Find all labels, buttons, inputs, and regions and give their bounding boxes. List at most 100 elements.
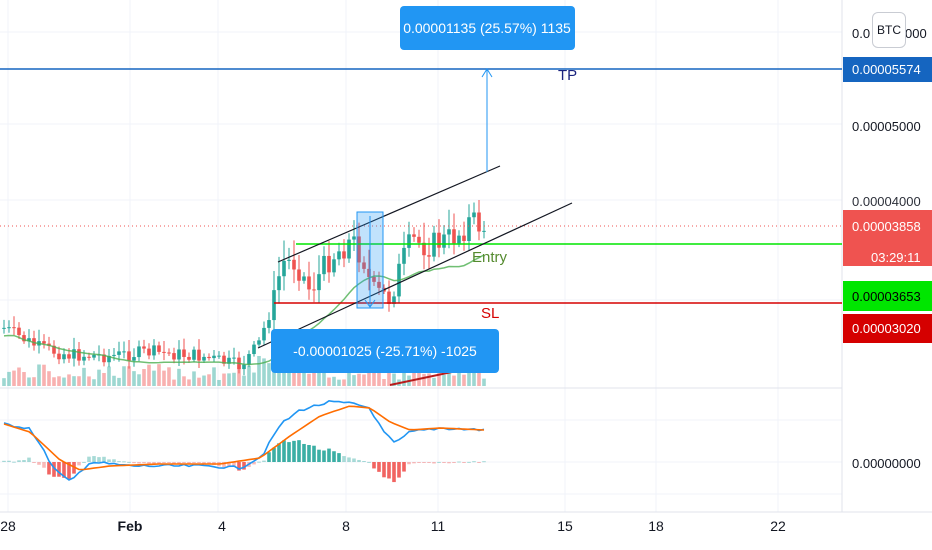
candle-body — [112, 354, 116, 356]
macd-histogram-bar — [357, 459, 361, 462]
candle-body — [287, 259, 291, 261]
macd-histogram-bar — [2, 460, 6, 462]
volume-bar — [307, 373, 311, 386]
macd-histogram-bar — [267, 452, 271, 462]
macd-histogram-bar — [402, 462, 406, 472]
candle-body — [17, 327, 21, 336]
candle-body — [457, 235, 461, 244]
tp-price-tag-text: 0.00005574 — [852, 62, 921, 77]
candle-body — [247, 354, 251, 365]
volume-bar — [327, 377, 331, 386]
macd-histogram-bar — [197, 462, 201, 463]
volume-bar — [422, 373, 426, 386]
candle-body — [297, 269, 301, 281]
volume-bar — [147, 364, 151, 386]
volume-bar — [447, 370, 451, 386]
volume-bar — [212, 367, 216, 386]
volume-bar — [337, 379, 341, 386]
volume-bar — [97, 369, 101, 386]
macd-histogram-bar — [207, 462, 211, 464]
candle-body — [67, 354, 71, 359]
volume-bar — [382, 379, 386, 386]
candle-body — [127, 351, 131, 361]
sl-price-tag-text: 0.00003020 — [852, 321, 921, 336]
macd-histogram-bar — [337, 453, 341, 462]
macd-histogram-bar — [432, 462, 436, 464]
macd-histogram-bar — [167, 462, 171, 463]
candle-body — [387, 291, 391, 304]
volume-bar — [117, 377, 121, 386]
macd-histogram-bar — [397, 462, 401, 478]
macd-histogram-bar — [227, 462, 231, 466]
volume-bar — [207, 374, 211, 386]
macd-histogram-bar — [162, 462, 166, 463]
candle-body — [342, 251, 346, 259]
candle-body — [332, 259, 336, 273]
candle-body — [172, 353, 176, 360]
candle-body — [7, 327, 11, 329]
candle-body — [72, 349, 76, 359]
macd-histogram-bar — [12, 461, 16, 463]
candle-body — [27, 338, 31, 342]
volume-bar — [372, 372, 376, 386]
tp-label: TP — [558, 67, 577, 84]
candle-body — [62, 354, 66, 360]
volume-bar — [112, 375, 116, 386]
volume-bar — [142, 369, 146, 386]
volume-bar — [72, 376, 76, 386]
candle-body — [212, 355, 216, 359]
symbol-button[interactable]: BTC — [872, 12, 906, 48]
macd-histogram-bar — [177, 462, 181, 465]
volume-bar — [457, 368, 461, 386]
macd-histogram-bar — [22, 460, 26, 462]
macd-histogram-bar — [97, 457, 101, 462]
volume-bar — [7, 371, 11, 386]
macd-histogram-bar — [427, 462, 431, 463]
volume-bar — [432, 377, 436, 386]
volume-bar — [127, 366, 131, 386]
channel-upper-line[interactable] — [277, 165, 501, 263]
candle-body — [132, 357, 136, 361]
macd-histogram-bar — [7, 460, 11, 462]
time-axis-label: 18 — [648, 518, 664, 534]
entry-price-tag — [843, 281, 932, 311]
macd-histogram-bar — [182, 462, 186, 463]
sl-price-tag — [843, 314, 932, 343]
volume-bar — [352, 375, 356, 386]
volume-bar — [152, 370, 156, 386]
macd-histogram-bar — [307, 445, 311, 462]
macd-histogram-bar — [327, 448, 331, 462]
candle-body — [177, 349, 181, 360]
volume-bar — [92, 379, 96, 386]
volume-bar — [452, 375, 456, 386]
candle-body — [77, 349, 81, 361]
volume-bar — [462, 374, 466, 386]
arrowhead-up-icon — [481, 68, 493, 78]
volume-bar — [2, 378, 6, 386]
macd-histogram-bar — [462, 462, 466, 463]
candle-body — [462, 235, 466, 242]
sl-label: SL — [481, 305, 499, 322]
macd-histogram-bar — [127, 461, 131, 463]
volume-bar — [342, 379, 346, 386]
macd-histogram-bar — [147, 462, 151, 465]
macd-histogram-bar — [312, 445, 316, 462]
long-measure-label-box — [400, 6, 575, 50]
macd-histogram-bar — [342, 456, 346, 462]
macd-histogram-bar — [57, 462, 61, 477]
volume-bar — [167, 367, 171, 386]
candle-body — [307, 276, 311, 290]
time-axis-label: 15 — [557, 518, 573, 534]
macd-histogram-bar — [302, 443, 306, 462]
volume-bar — [237, 365, 241, 386]
macd-histogram-bar — [37, 462, 41, 465]
volume-bar — [227, 373, 231, 386]
volume-bar — [62, 377, 66, 386]
price-tick-label-hidden: 0.00004000 — [852, 194, 921, 209]
volume-bar — [87, 376, 91, 386]
candle-body — [147, 348, 151, 356]
channel-lower-line[interactable] — [257, 202, 573, 349]
volume-bar — [187, 379, 191, 386]
macd-histogram-bar — [452, 462, 456, 463]
